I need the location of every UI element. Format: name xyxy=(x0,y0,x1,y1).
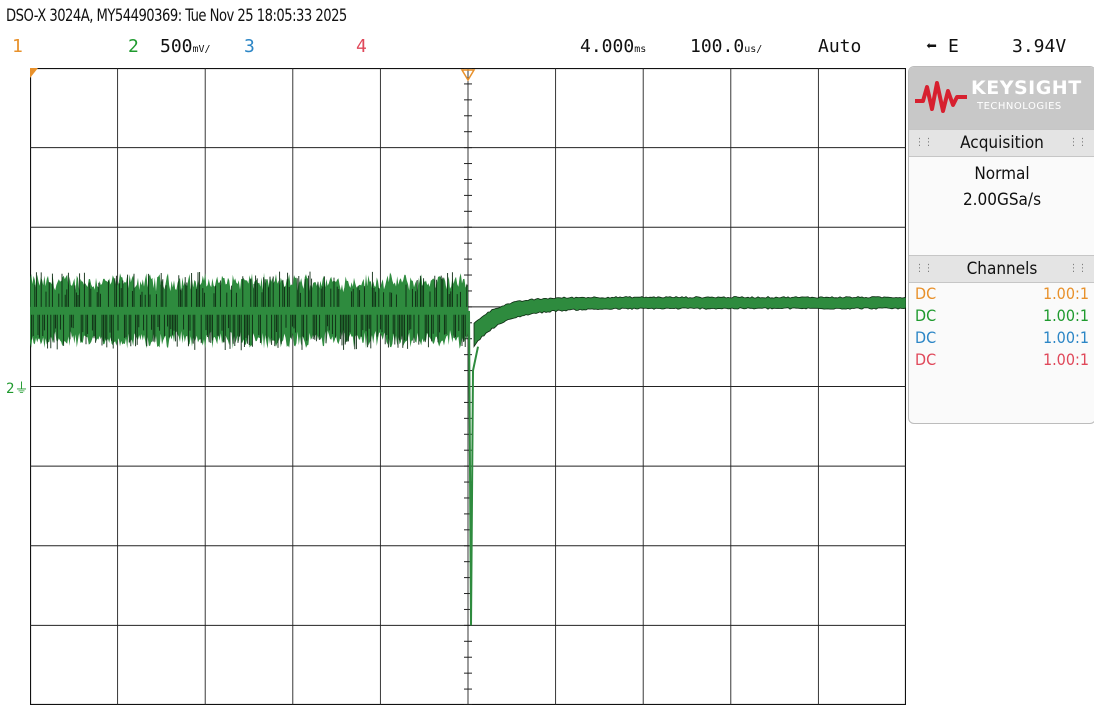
time-scale-unit: us/ xyxy=(744,44,763,55)
channel-2-scale-value: 500 xyxy=(160,36,193,57)
acquisition-info: Normal 2.00GSa/s xyxy=(909,157,1094,255)
center-axis-ticks xyxy=(464,68,472,705)
channels-header[interactable]: ⋮⋮ Channels ⋮⋮ xyxy=(909,255,1094,283)
channel-row-3[interactable]: DC 1.00:1 xyxy=(909,327,1094,349)
trigger-position-marker xyxy=(460,69,476,82)
trace-trigger-spike xyxy=(468,310,479,626)
channel-row-1[interactable]: DC 1.00:1 xyxy=(909,283,1094,305)
channel-1-offset-marker xyxy=(30,68,38,78)
time-delay-value: 4.000 xyxy=(580,36,635,57)
channel-2-scale-unit: mV/ xyxy=(192,44,211,55)
ground-reference-icon[interactable]: 2⏚ xyxy=(6,381,29,397)
channel-coupling: DC xyxy=(915,350,937,369)
channel-2-trace xyxy=(30,271,906,626)
trace-settled-band xyxy=(473,296,906,348)
sample-rate: 2.00GSa/s xyxy=(962,190,1042,210)
channel-2-label[interactable]: 2 xyxy=(128,36,139,57)
time-delay[interactable]: 4.000ms xyxy=(580,36,646,57)
acquisition-heading: Acquisition xyxy=(960,133,1044,153)
time-delay-unit: ms xyxy=(634,44,647,55)
time-scale[interactable]: 100.0us/ xyxy=(690,36,762,57)
probe-ratio: 1.00:1 xyxy=(1042,350,1089,369)
trigger-source[interactable]: E xyxy=(948,36,959,57)
rising-edge-icon: ⬅ xyxy=(926,36,937,57)
channel-row-4[interactable]: DC 1.00:1 xyxy=(909,349,1094,371)
brand-name: KEYSIGHT xyxy=(971,77,1082,99)
trace-noise-band xyxy=(30,272,468,349)
probe-ratio: 1.00:1 xyxy=(1042,284,1089,303)
probe-ratio: 1.00:1 xyxy=(1042,328,1089,347)
channel-coupling: DC xyxy=(915,306,937,325)
trigger-level[interactable]: 3.94V xyxy=(1012,36,1067,57)
channel-4-label[interactable]: 4 xyxy=(356,36,367,57)
keysight-logo: KEYSIGHT TECHNOLOGIES xyxy=(909,67,1094,129)
keysight-wave-icon xyxy=(915,81,967,113)
brand-subtitle: TECHNOLOGIES xyxy=(977,101,1062,112)
channel-coupling: DC xyxy=(915,328,937,347)
channel-2-scale[interactable]: 500mV/ xyxy=(160,36,211,57)
ground-reference-label: 2 xyxy=(6,381,15,397)
trigger-mode[interactable]: Auto xyxy=(818,36,862,57)
trace-noise-spikes xyxy=(30,271,468,351)
drag-handle-icon: ⋮⋮ xyxy=(915,263,933,274)
drag-handle-icon: ⋮⋮ xyxy=(1069,263,1087,274)
channel-coupling: DC xyxy=(915,284,937,303)
drag-handle-icon: ⋮⋮ xyxy=(1069,137,1087,148)
channel-1-label[interactable]: 1 xyxy=(12,36,23,57)
acquisition-header[interactable]: ⋮⋮ Acquisition ⋮⋮ xyxy=(909,129,1094,157)
channel-3-label[interactable]: 3 xyxy=(244,36,255,57)
info-sidebar: KEYSIGHT TECHNOLOGIES ⋮⋮ Acquisition ⋮⋮ … xyxy=(908,66,1094,424)
time-scale-value: 100.0 xyxy=(690,36,745,57)
channel-row-2[interactable]: DC 1.00:1 xyxy=(909,305,1094,327)
drag-handle-icon: ⋮⋮ xyxy=(915,137,933,148)
probe-ratio: 1.00:1 xyxy=(1042,306,1089,325)
channels-list: DC 1.00:1 DC 1.00:1 DC 1.00:1 DC 1.00:1 xyxy=(909,283,1094,371)
window-title: DSO-X 3024A, MY54490369: Tue Nov 25 18:0… xyxy=(6,6,347,26)
channels-heading: Channels xyxy=(966,259,1038,279)
graticule xyxy=(30,68,906,705)
acquisition-mode: Normal xyxy=(974,164,1030,184)
waveform-display[interactable] xyxy=(30,68,906,705)
